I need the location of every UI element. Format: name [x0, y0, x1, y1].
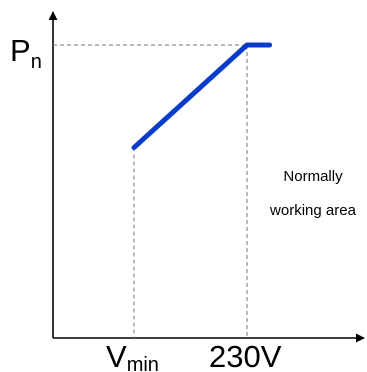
y-tick-label-sub: n: [31, 51, 42, 73]
x-tick-label-230v-base: 230V: [209, 339, 282, 372]
x-tick-label-vmin-sub: min: [127, 354, 159, 372]
x-tick-label-vmin: Vmin: [106, 339, 159, 372]
annotation-line-1: Normally: [283, 168, 343, 185]
x-tick-label-vmin-base: V: [106, 339, 127, 372]
power-curve-line: [131, 42, 273, 151]
x-tick-label-230v: 230V: [209, 339, 282, 372]
y-tick-label-pn: Pn: [10, 33, 42, 73]
annotation-line-2: working area: [269, 202, 357, 219]
y-tick-label-base: P: [10, 33, 31, 68]
